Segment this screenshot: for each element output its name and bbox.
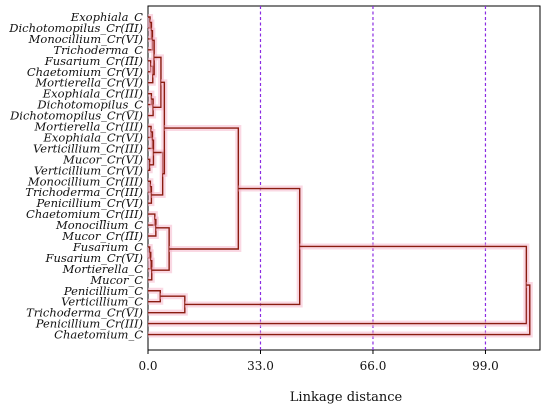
cut-lines [259, 6, 487, 350]
leaf-label: Verticillium_C [61, 295, 143, 309]
dendrogram-link [148, 290, 161, 303]
leaf-label: Verticillium_Cr(VI) [34, 163, 143, 177]
leaf-label: Chaetomium_C [54, 328, 143, 342]
link-shade [164, 125, 242, 253]
dendrogram-link [148, 98, 154, 117]
leaf-label: Mucor_Cr(VI) [62, 152, 143, 166]
link-shade [148, 282, 533, 338]
leaf-label: Exophiala_C [70, 10, 143, 24]
leaf-label: Fusarium_Cr(III) [44, 54, 143, 68]
leaf-label: Monocillium_C [55, 218, 143, 232]
leaf-label: Exophiala_Cr(III) [42, 87, 143, 101]
leaf-label: Monocillium_Cr(VI) [28, 32, 143, 46]
leaf-labels: Exophiala_CDichotomopilus_Cr(III)Monocil… [8, 10, 143, 342]
leaf-label: Chaetomium_Cr(VI) [27, 65, 143, 79]
dendrogram-link [153, 56, 162, 109]
tick-label: 66.0 [360, 359, 387, 373]
leaf-label: Mucor_Cr(III) [61, 229, 143, 243]
dendrogram-link [164, 127, 240, 250]
leaf-label: Mucor_C [89, 273, 143, 287]
leaf-label: Chaetomium_Cr(III) [26, 207, 143, 221]
link-shade [148, 287, 164, 305]
leaf-label: Dichotomopilus_C [36, 98, 143, 112]
leaf-label: Fusarium_C [72, 240, 143, 254]
dendrogram-link [148, 284, 531, 336]
dendrogram-link [148, 245, 528, 325]
leaf-label: Monocillium_Cr(III) [27, 174, 143, 188]
leaf-label: Trichoderma_Cr(III) [25, 185, 143, 199]
dendrogram-link [148, 158, 151, 171]
tick-label: 33.0 [247, 359, 274, 373]
tick-label: 0.0 [138, 359, 157, 373]
leaf-label: Verticillium_Cr(III) [33, 141, 143, 155]
leaf-label: Dichotomopilus_Cr(III) [8, 21, 143, 35]
plot-frame [147, 5, 541, 351]
leaf-label: Trichoderma_C [53, 43, 143, 57]
link-shade [148, 243, 530, 327]
leaf-label: Mortierella_Cr(III) [34, 120, 143, 134]
dendrogram-link [151, 151, 164, 196]
leaf-label: Mortierella_C [62, 262, 144, 276]
x-axis-ticks: 0.0 33.0 66.0 99.0 [138, 350, 499, 373]
leaf-label: Exophiala_Cr(VI) [42, 130, 143, 144]
leaf-label: Penicillium_Cr(III) [35, 317, 143, 331]
dendrogram-links [146, 14, 533, 338]
leaf-label: Fusarium_Cr(VI) [45, 251, 144, 265]
x-axis-label: Linkage distance [290, 390, 403, 405]
leaf-label: Penicillium_Cr(VI) [36, 196, 143, 210]
leaf-label: Penicillium_C [63, 284, 143, 298]
leaf-label: Trichoderma_Cr(VI) [26, 306, 143, 320]
leaf-label: Mortierella_Cr(VI) [34, 76, 143, 90]
leaf-label: Dichotomopilus_Cr(VI) [9, 109, 143, 123]
tick-label: 99.0 [472, 359, 499, 373]
